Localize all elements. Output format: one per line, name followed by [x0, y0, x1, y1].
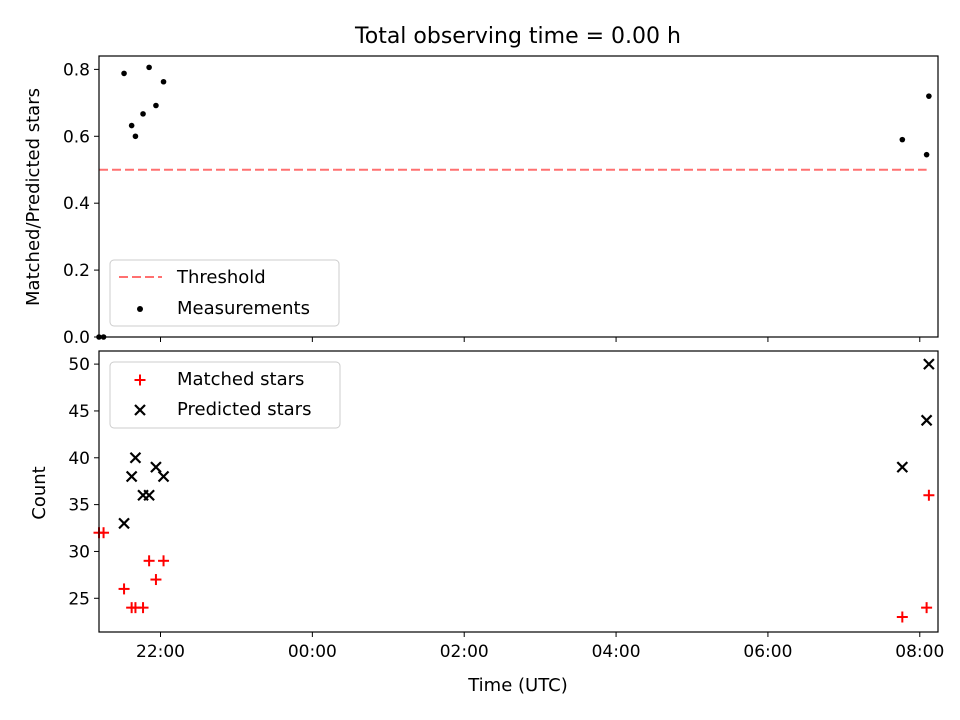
- count-x-tick-label: 08:00: [895, 642, 944, 662]
- predicted-star-point: [125, 470, 138, 483]
- count-x-tick-label: 00:00: [288, 642, 337, 662]
- count-y-tick-label: 35: [68, 496, 90, 516]
- ratio-y-axis-label: Matched/Predicted stars: [23, 88, 44, 306]
- matched-star-point: [896, 611, 908, 623]
- measurement-point: [128, 122, 135, 129]
- measurement-point: [926, 93, 932, 99]
- x-axis-label: Time (UTC): [467, 675, 568, 696]
- count-legend: Matched stars Predicted stars: [109, 361, 341, 429]
- count-plot-area: [93, 358, 935, 623]
- measurements-legend-swatch: [137, 306, 143, 312]
- figure-title: Total observing time = 0.00 h: [354, 24, 681, 49]
- matched-star-point: [143, 555, 155, 567]
- ratio-y-ticks: 0.0 0.2 0.4 0.6 0.8: [63, 60, 99, 348]
- predicted-star-point: [157, 470, 170, 483]
- predicted-star-point-b: [896, 461, 909, 473]
- ratio-y-tick-label: 0.2: [63, 261, 90, 281]
- matched-star-point: [98, 527, 110, 539]
- predicted-star-point: [896, 461, 909, 473]
- ratio-axes-frame: [98, 55, 939, 338]
- predicted-stars-legend-label: Predicted stars: [177, 399, 311, 420]
- predicted-star-point: [118, 517, 130, 530]
- predicted-star-point-b: [150, 461, 162, 473]
- count-axes-frame: [98, 350, 939, 633]
- count-y-axis-label: Count: [29, 466, 50, 519]
- count-x-tick-label: 06:00: [743, 642, 792, 662]
- ratio-y-tick-label: 0.8: [63, 60, 90, 80]
- count-y-tick-label: 45: [68, 402, 90, 422]
- measurement-point: [140, 111, 146, 117]
- count-y-tick-label: 30: [68, 542, 90, 562]
- predicted-stars-legend-swatch: [134, 404, 146, 416]
- predicted-star-point: [143, 489, 155, 502]
- predicted-legend-marker-b: [134, 404, 146, 416]
- measurement-point: [121, 70, 127, 77]
- matched-star-point: [137, 602, 149, 614]
- predicted-star-point-b: [118, 517, 130, 530]
- threshold-legend-label: Threshold: [176, 267, 266, 288]
- count-panel: 25 30 35 40 45 50 22:00 00:00 02:00 04:00 06:00 08…: [29, 350, 944, 696]
- ratio-legend-box: [109, 259, 340, 327]
- ratio-x-ticks: [160, 337, 921, 342]
- predicted-star-point-b: [125, 470, 138, 483]
- measurement-point: [146, 64, 152, 71]
- matched-star-point: [923, 489, 935, 501]
- ratio-plot-area: [96, 64, 932, 340]
- ratio-y-tick-label: 0.0: [63, 328, 90, 348]
- count-y-tick-label: 25: [68, 589, 90, 609]
- predicted-legend-marker: [134, 404, 146, 416]
- measurement-point: [132, 133, 139, 140]
- matched-star-point: [118, 583, 130, 595]
- count-y-ticks: 25 30 35 40 45 50: [68, 355, 99, 609]
- matched-star-point: [921, 602, 933, 614]
- ratio-y-tick-label: 0.4: [63, 194, 90, 214]
- matched-stars-legend-label: Matched stars: [177, 369, 304, 390]
- predicted-star-point-b: [143, 489, 155, 502]
- count-x-tick-label: 22:00: [136, 642, 185, 662]
- ratio-y-tick-label: 0.6: [63, 127, 90, 147]
- ratio-panel: 0.00.20.40.60.8 Matched/Predicted stars …: [23, 55, 939, 348]
- measurement-point: [153, 102, 159, 109]
- measurement-point: [923, 151, 930, 158]
- ratio-legend: Threshold Measurements: [109, 259, 340, 327]
- count-x-tick-label: 04:00: [592, 642, 641, 662]
- count-x-tick-label: 02:00: [440, 642, 489, 662]
- predicted-star-point: [920, 414, 933, 427]
- count-y-tick-label: 50: [68, 355, 90, 375]
- matched-star-point: [158, 555, 170, 567]
- predicted-star-point: [129, 452, 142, 464]
- count-y-tick-label: 40: [68, 449, 90, 469]
- predicted-star-point-b: [920, 414, 933, 427]
- count-x-ticks: 22:00 00:00 02:00 04:00 06:00 08:00: [136, 632, 944, 662]
- measurement-point: [160, 78, 167, 85]
- measurements-legend-label: Measurements: [177, 298, 310, 319]
- predicted-star-point-b: [129, 452, 142, 464]
- predicted-star-point-b: [923, 358, 935, 370]
- matched-star-point: [150, 574, 162, 586]
- predicted-star-point: [150, 461, 162, 473]
- matched-legend-marker: [134, 374, 146, 386]
- count-legend-box: [109, 361, 341, 429]
- predicted-star-point-b: [157, 470, 170, 483]
- measurement-point: [899, 136, 906, 143]
- matched-stars-legend-swatch: [134, 374, 146, 386]
- predicted-star-point: [923, 358, 935, 370]
